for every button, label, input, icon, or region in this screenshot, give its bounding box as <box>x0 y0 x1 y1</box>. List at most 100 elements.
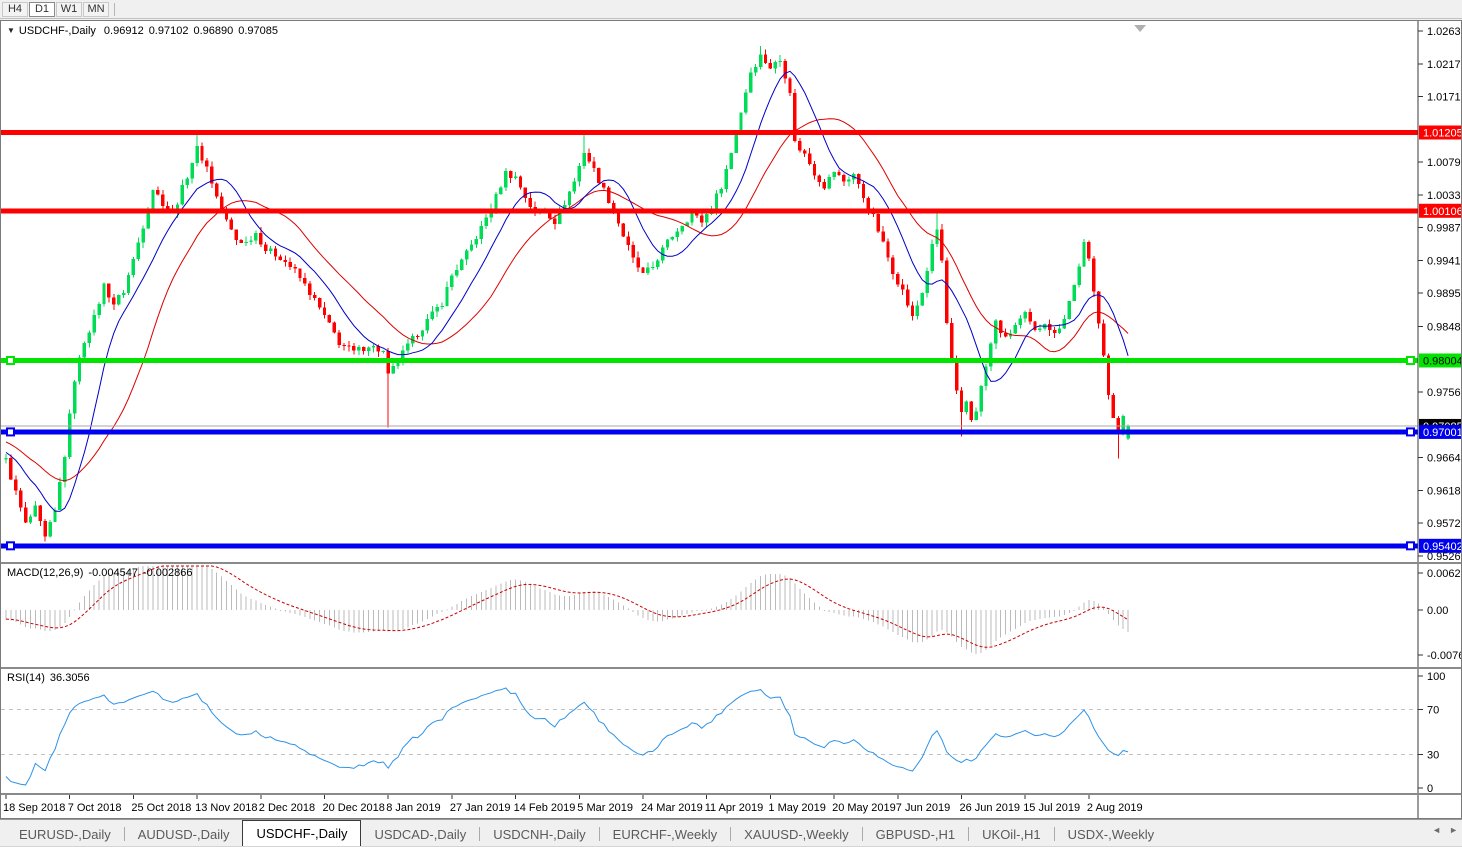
date-label: 13 Nov 2018 <box>195 802 257 814</box>
toolbar-separator <box>114 2 115 16</box>
tabs-scroll-left-icon[interactable]: ◄ <box>1432 825 1442 835</box>
tab-usdx-weekly[interactable]: USDX-,Weekly <box>1067 826 1155 842</box>
date-label: 26 Jun 2019 <box>960 802 1021 814</box>
price-chip-098004: 0.98004 <box>1419 353 1461 368</box>
rsi-header: RSI(14) 36.3056 <box>7 672 95 684</box>
tab-separator <box>968 827 970 841</box>
chart-ohlc-header: ▼ USDCHF-,Daily 0.96912 0.97102 0.96890 0.970… <box>7 25 283 37</box>
date-axis-canvas[interactable]: 18 Sep 2018 7 Oct 2018 25 Oct 2018 13 Nov 2… <box>1 795 1461 818</box>
svg-text:1.00790: 1.00790 <box>1427 157 1461 169</box>
horizontal-line-098004[interactable] <box>1 355 1418 365</box>
svg-text:0.97001: 0.97001 <box>1423 427 1461 439</box>
svg-text:1.01205: 1.01205 <box>1423 127 1461 139</box>
svg-text:0.95260: 0.95260 <box>1427 551 1461 562</box>
svg-text:1.02170: 1.02170 <box>1427 59 1461 71</box>
tab-separator <box>598 827 600 841</box>
tab-usdchf-daily[interactable]: USDCHF-,Daily <box>242 820 362 846</box>
rsi-panel[interactable]: RSI(14) 36.3056 100 70 30 0 <box>1 667 1461 793</box>
tab-gbpusd-h1[interactable]: GBPUSD-,H1 <box>875 826 956 842</box>
date-axis[interactable]: 18 Sep 2018 7 Oct 2018 25 Oct 2018 13 Nov 2… <box>1 793 1461 818</box>
date-label: 15 Jul 2019 <box>1023 802 1080 814</box>
tab-separator <box>1053 827 1055 841</box>
tab-audusd-daily[interactable]: AUDUSD-,Daily <box>137 826 230 842</box>
macd-signal-line <box>5 565 1129 648</box>
timeframe-h4-button[interactable]: H4 <box>2 1 28 17</box>
macd-label: MACD(12,26,9) <box>7 567 84 579</box>
date-label: 7 Oct 2018 <box>68 802 122 814</box>
symbol-tab-bar: EURUSD-,Daily AUDUSD-,Daily USDCHF-,Daily U… <box>0 819 1462 846</box>
tab-eurusd-daily[interactable]: EURUSD-,Daily <box>19 826 111 842</box>
rsi-value: 36.3056 <box>49 672 90 684</box>
macd-value-main: -0.004547 <box>88 567 138 579</box>
svg-text:70: 70 <box>1427 705 1439 717</box>
svg-text:1.02630: 1.02630 <box>1427 26 1461 38</box>
tab-strip: EURUSD-,Daily AUDUSD-,Daily USDCHF-,Daily U… <box>6 820 1167 846</box>
date-label: 27 Jan 2019 <box>450 802 511 814</box>
svg-text:0.00: 0.00 <box>1427 605 1448 617</box>
ma-10-line[interactable] <box>5 70 1129 512</box>
svg-text:0.006286: 0.006286 <box>1427 568 1461 580</box>
horizontal-line-097001[interactable] <box>1 427 1418 437</box>
timeframe-d1-button[interactable]: D1 <box>29 1 55 17</box>
tab-eurchf-weekly[interactable]: EURCHF-,Weekly <box>612 826 718 842</box>
timeframe-mn-button[interactable]: MN <box>83 1 109 17</box>
date-label: 18 Sep 2018 <box>3 802 65 814</box>
chart-window[interactable]: ▼ USDCHF-,Daily 0.96912 0.97102 0.96890 0.970… <box>0 20 1462 819</box>
svg-text:0: 0 <box>1427 783 1433 793</box>
date-label: 7 Jun 2019 <box>896 802 950 814</box>
ohlc-high: 0.97102 <box>148 25 189 37</box>
svg-text:-0.00762: -0.00762 <box>1427 650 1461 662</box>
macd-canvas[interactable]: 0.006286 0.00 -0.00762 <box>1 564 1461 667</box>
svg-text:0.95402: 0.95402 <box>1423 541 1461 553</box>
timeframe-w1-button[interactable]: W1 <box>56 1 82 17</box>
chart-shift-marker-icon[interactable] <box>1134 25 1147 32</box>
macd-panel[interactable]: MACD(12,26,9) -0.004547 -0.002866 0.006286… <box>1 562 1461 667</box>
svg-text:100: 100 <box>1427 671 1445 683</box>
tabs-scroll-right-icon[interactable]: ► <box>1449 825 1458 835</box>
chart-symbol-label: USDCHF-,Daily <box>18 25 96 37</box>
timeframe-toolbar: H4 D1 W1 MN <box>0 0 1462 19</box>
rsi-line <box>5 687 1129 786</box>
date-label: 25 Oct 2018 <box>131 802 191 814</box>
date-label: 5 Mar 2019 <box>577 802 633 814</box>
svg-text:1.01710: 1.01710 <box>1427 92 1461 104</box>
rsi-canvas[interactable]: 100 70 30 0 <box>1 669 1461 793</box>
date-label: 20 Dec 2018 <box>323 802 385 814</box>
horizontal-line-101205[interactable] <box>1 129 1418 135</box>
macd-header: MACD(12,26,9) -0.004547 -0.002866 <box>7 567 198 579</box>
tab-ukoil-h1[interactable]: UKOil-,H1 <box>982 826 1041 842</box>
price-chip-097001: 0.97001 <box>1419 424 1461 439</box>
tab-separator <box>123 827 125 841</box>
rsi-axis[interactable]: 100 70 30 0 <box>1417 669 1445 793</box>
date-label: 1 May 2019 <box>768 802 825 814</box>
horizontal-line-100106[interactable] <box>1 208 1418 214</box>
date-label: 20 May 2019 <box>832 802 896 814</box>
date-label: 8 Jan 2019 <box>386 802 440 814</box>
tab-usdcad-daily[interactable]: USDCAD-,Daily <box>374 826 467 842</box>
tab-xauusd-weekly[interactable]: XAUUSD-,Weekly <box>744 826 849 842</box>
svg-text:30: 30 <box>1427 749 1439 761</box>
tab-scroll-controls: ◄ ► <box>1432 825 1458 835</box>
macd-histogram <box>5 566 1129 654</box>
tab-separator <box>479 827 481 841</box>
price-chip-100106: 1.00106 <box>1419 203 1461 218</box>
horizontal-line-095402[interactable] <box>1 541 1418 551</box>
date-label: 14 Feb 2019 <box>514 802 576 814</box>
chart-dropdown-icon[interactable]: ▼ <box>7 26 15 35</box>
price-chip-095402: 0.95402 <box>1419 538 1461 553</box>
price-chip-101205: 1.01205 <box>1419 125 1461 140</box>
date-label: 24 Mar 2019 <box>641 802 703 814</box>
macd-axis[interactable]: 0.006286 0.00 -0.00762 <box>1417 564 1461 667</box>
tab-usdcnh-daily[interactable]: USDCNH-,Daily <box>493 826 586 842</box>
